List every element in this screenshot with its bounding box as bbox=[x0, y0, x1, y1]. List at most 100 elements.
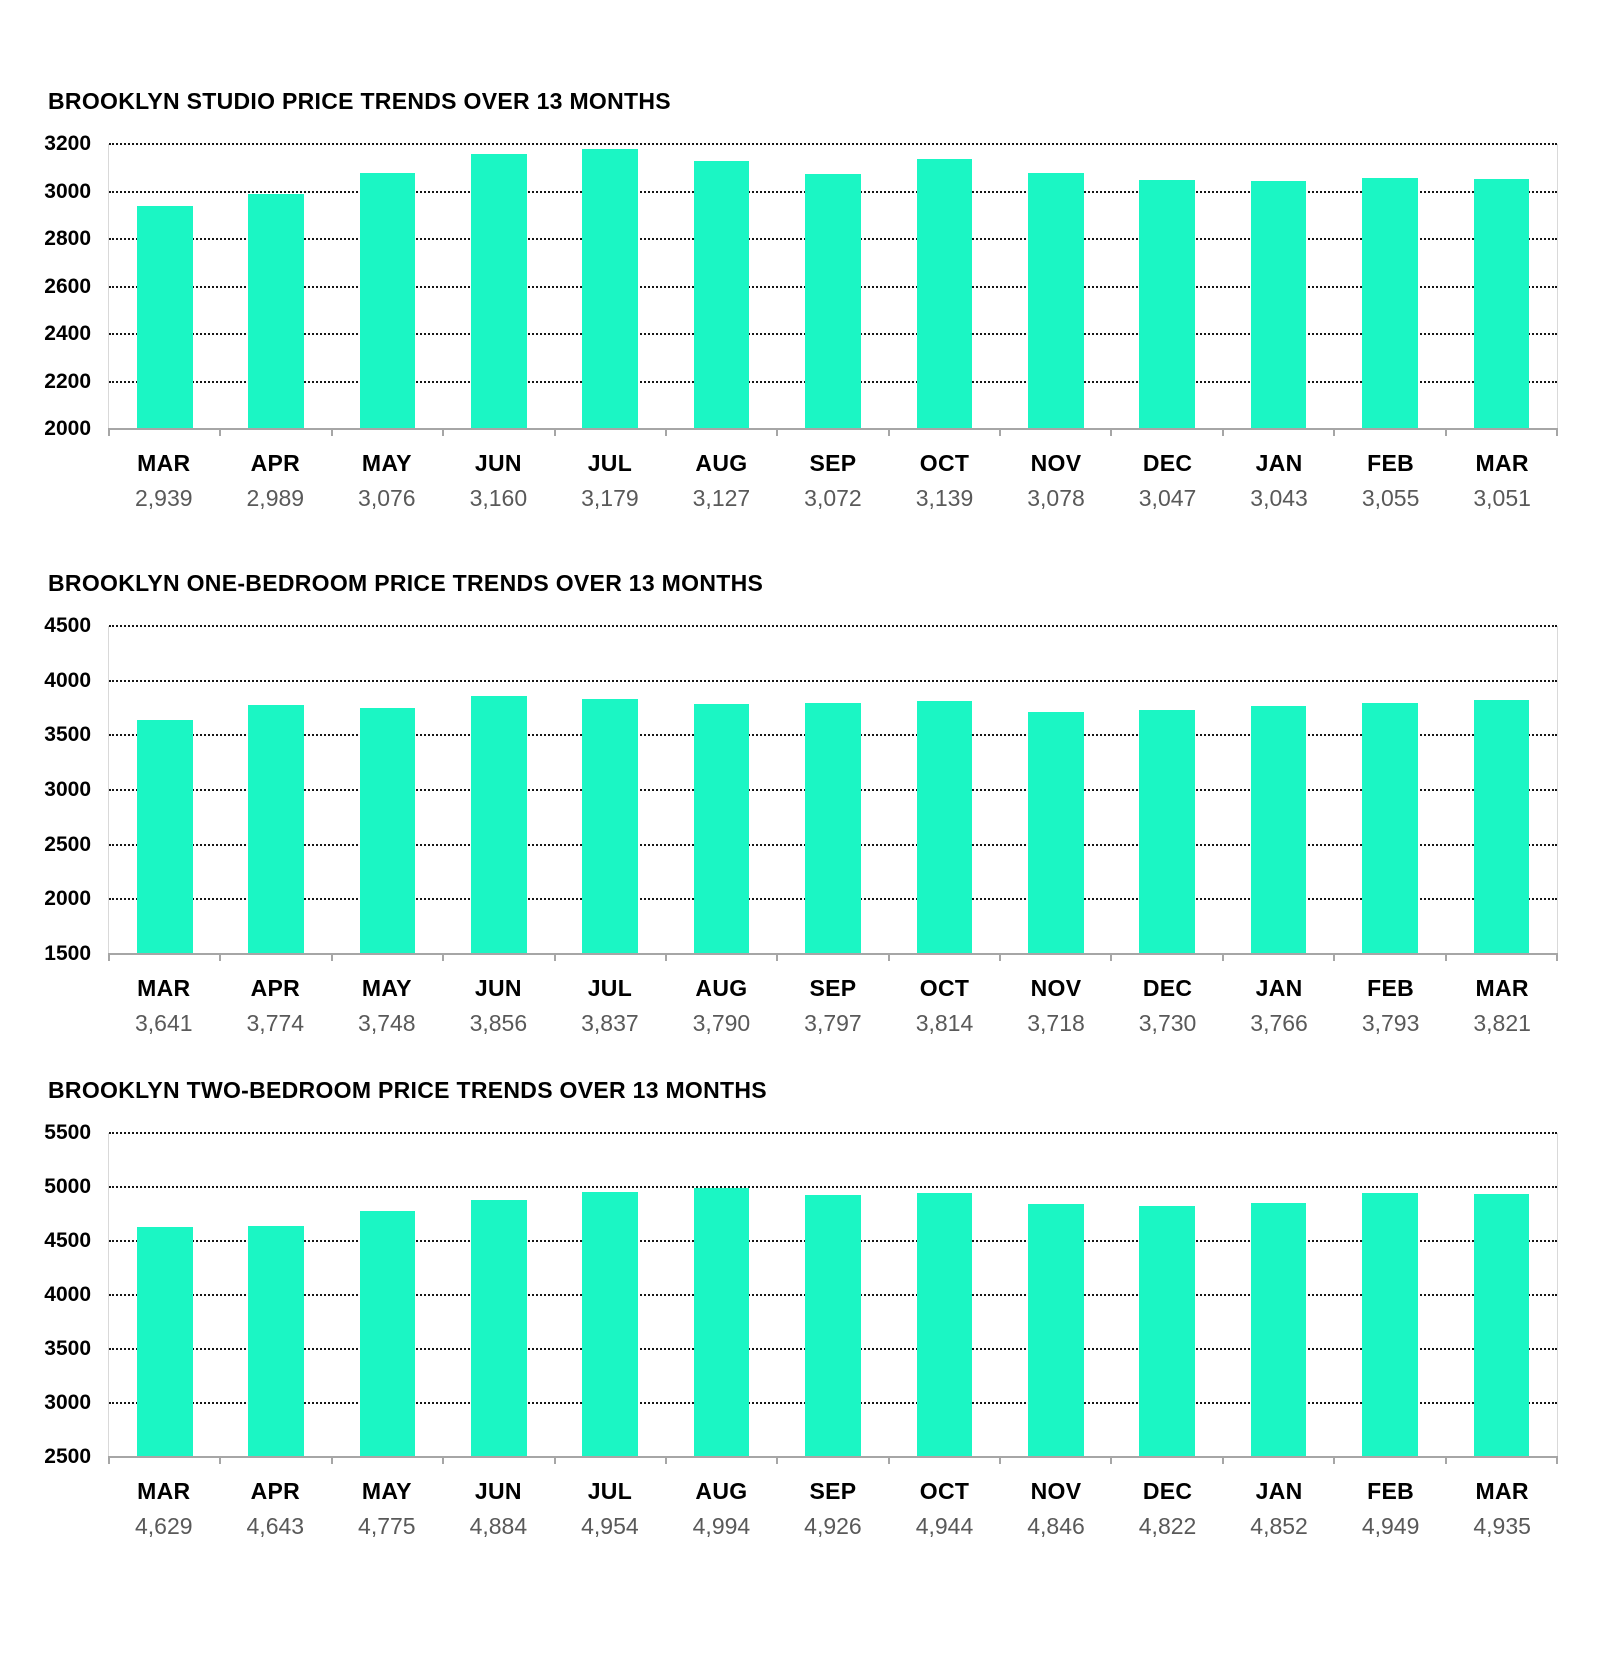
x-axis-month-label: MAR bbox=[137, 1478, 191, 1504]
bar bbox=[248, 1225, 304, 1457]
x-axis-month-label: NOV bbox=[1030, 1478, 1082, 1504]
x-axis-slot: MAY 3,748 bbox=[331, 975, 443, 1037]
plot-area bbox=[108, 1132, 1558, 1464]
y-axis-tick-label: 5500 bbox=[44, 1121, 91, 1144]
bar bbox=[248, 705, 304, 954]
y-axis-tick-label: 2500 bbox=[44, 1445, 91, 1468]
x-axis-month-label: FEB bbox=[1367, 1478, 1415, 1504]
x-axis-tick bbox=[776, 429, 779, 436]
plot-area bbox=[108, 143, 1558, 436]
x-axis-value-label: 4,775 bbox=[358, 1513, 416, 1539]
bar bbox=[693, 1187, 750, 1457]
bar-slot bbox=[1223, 626, 1334, 954]
bar-slot bbox=[1000, 144, 1111, 429]
x-axis-labels: MAR 2,939 APR 2,989 MAY 3,076 JUN 3,160 JUL 3,179… bbox=[108, 450, 1558, 512]
x-axis-slot: JUL 4,954 bbox=[554, 1478, 666, 1540]
two-bedroom-price-chart: BROOKLYN TWO-BEDROOM PRICE TRENDS OVER 1… bbox=[0, 1077, 1600, 1540]
x-axis-tick bbox=[999, 429, 1002, 436]
x-axis-month-label: JUN bbox=[474, 1478, 522, 1504]
chart-area: 4500 4000 3500 3000 2500 2000 1500 bbox=[0, 614, 1600, 965]
x-axis-month-label: MAR bbox=[137, 975, 191, 1001]
y-axis-tick-label: 2000 bbox=[44, 887, 91, 911]
bar bbox=[359, 1211, 416, 1457]
x-axis-tick bbox=[553, 954, 556, 961]
x-axis-value-label: 4,852 bbox=[1250, 1513, 1308, 1539]
x-axis-tick bbox=[1444, 1457, 1447, 1464]
x-axis-month-label: MAR bbox=[1475, 1478, 1529, 1504]
x-axis-month-label: JUL bbox=[587, 975, 633, 1001]
one-bedroom-price-chart: BROOKLYN ONE-BEDROOM PRICE TRENDS OVER 1… bbox=[0, 570, 1600, 1037]
bar-slot bbox=[889, 1133, 1000, 1457]
x-axis-value-label: 4,822 bbox=[1138, 1513, 1197, 1539]
y-axis-tick-label: 5000 bbox=[44, 1175, 91, 1198]
bar-slot bbox=[220, 144, 331, 429]
bar bbox=[805, 702, 861, 954]
bar-slot bbox=[220, 626, 331, 954]
x-axis-tick bbox=[1556, 954, 1558, 961]
x-axis-value-label: 4,935 bbox=[1473, 1513, 1531, 1539]
x-axis-tick bbox=[1221, 1457, 1224, 1464]
y-axis-tick-label: 2800 bbox=[44, 227, 91, 250]
x-axis-value-label: 3,790 bbox=[692, 1010, 751, 1036]
bar bbox=[693, 161, 750, 429]
bar bbox=[582, 1191, 639, 1457]
x-axis-value-label: 3,774 bbox=[246, 1010, 305, 1036]
bar-slot bbox=[1000, 1133, 1111, 1457]
x-axis-value-label: 4,954 bbox=[581, 1513, 639, 1539]
x-axis-slot: MAR 3,641 bbox=[108, 975, 220, 1037]
x-axis-month-label: DEC bbox=[1142, 450, 1193, 476]
x-axis-tick bbox=[1333, 1457, 1336, 1464]
bar-slot bbox=[109, 626, 220, 954]
bar-slot bbox=[1446, 626, 1557, 954]
y-axis: 5500 5000 4500 4000 3500 3000 2500 bbox=[0, 1121, 108, 1468]
x-axis-value-label: 4,926 bbox=[804, 1513, 862, 1539]
studio-price-chart: BROOKLYN STUDIO PRICE TRENDS OVER 13 MON… bbox=[0, 88, 1600, 512]
bar-slot bbox=[555, 1133, 666, 1457]
x-axis-slot: APR 2,989 bbox=[220, 450, 332, 512]
x-axis-slot: JUN 3,160 bbox=[443, 450, 555, 512]
x-axis-slot: NOV 3,718 bbox=[1000, 975, 1112, 1037]
bar-slot bbox=[332, 144, 443, 429]
x-axis-tick bbox=[664, 954, 667, 961]
bar-slot bbox=[443, 1133, 554, 1457]
x-axis-slot: JAN 3,766 bbox=[1223, 975, 1335, 1037]
bar-slot bbox=[555, 144, 666, 429]
chart-area: 3200 3000 2800 2600 2400 2200 2000 bbox=[0, 132, 1600, 440]
x-axis-month-label: DEC bbox=[1142, 975, 1193, 1001]
x-axis-tick bbox=[553, 1457, 556, 1464]
x-axis-tick bbox=[108, 1457, 110, 1464]
bars-layer bbox=[109, 626, 1557, 954]
bar bbox=[136, 719, 193, 954]
bar bbox=[136, 1227, 193, 1457]
bar bbox=[471, 1199, 527, 1457]
y-axis-tick-label: 4500 bbox=[44, 614, 91, 637]
x-axis-slot: JUN 3,856 bbox=[443, 975, 555, 1037]
bar-slot bbox=[777, 626, 888, 954]
x-axis-slot: NOV 3,078 bbox=[1000, 450, 1112, 512]
x-axis-value-label: 3,076 bbox=[358, 485, 416, 511]
x-axis-value-label: 4,994 bbox=[692, 1513, 751, 1539]
bar-slot bbox=[777, 144, 888, 429]
y-axis-tick-label: 3500 bbox=[44, 723, 91, 747]
x-axis-tick bbox=[219, 954, 222, 961]
y-axis: 3200 3000 2800 2600 2400 2200 2000 bbox=[0, 132, 108, 440]
chart-title: BROOKLYN ONE-BEDROOM PRICE TRENDS OVER 1… bbox=[48, 570, 764, 596]
x-axis-slot: JUL 3,837 bbox=[554, 975, 666, 1037]
x-axis-value-label: 3,837 bbox=[581, 1010, 639, 1036]
x-axis-value-label: 3,814 bbox=[915, 1010, 974, 1036]
bar-slot bbox=[1223, 1133, 1334, 1457]
bar bbox=[1027, 711, 1084, 954]
bar bbox=[1250, 706, 1307, 954]
x-axis-tick bbox=[664, 429, 667, 436]
x-axis-value-label: 3,821 bbox=[1473, 1010, 1531, 1036]
bar bbox=[805, 174, 861, 429]
gridline bbox=[109, 679, 1557, 682]
x-axis-month-label: SEP bbox=[809, 1478, 857, 1504]
x-axis-month-label: JAN bbox=[1255, 975, 1303, 1001]
x-axis-month-label: MAY bbox=[361, 450, 412, 476]
bar-slot bbox=[332, 1133, 443, 1457]
bar-slot bbox=[666, 1133, 777, 1457]
bar bbox=[916, 701, 973, 954]
x-axis-slot: JAN 3,043 bbox=[1223, 450, 1335, 512]
bar-slot bbox=[109, 1133, 220, 1457]
